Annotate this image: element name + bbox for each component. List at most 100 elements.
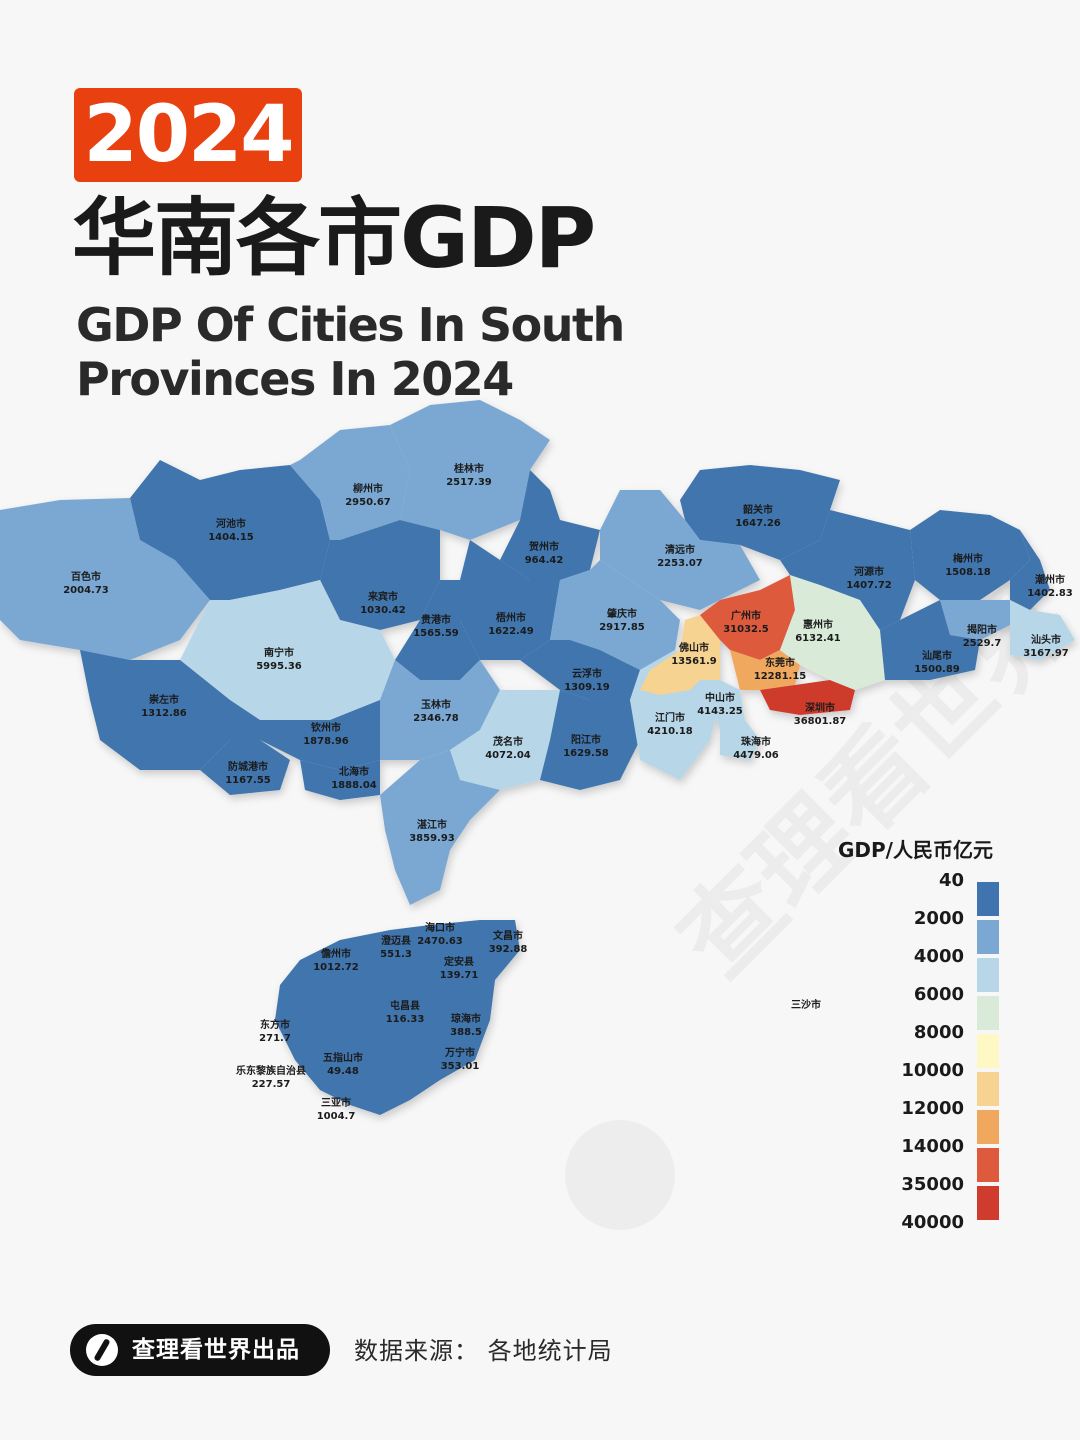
city-name-label: 佛山市 [678, 641, 709, 654]
legend-label: 40000 [901, 1212, 964, 1233]
region-shaoguan [680, 465, 840, 560]
city-name-label: 深圳市 [805, 701, 835, 714]
city-gdp-value: 12281.15 [754, 671, 807, 682]
city-gdp-value: 2917.85 [599, 622, 645, 633]
city-name-label: 定安县 [444, 955, 474, 968]
city-gdp-value: 964.42 [525, 555, 564, 566]
city-gdp-value: 139.71 [440, 970, 479, 981]
city-name-label: 北海市 [339, 765, 369, 778]
region-hezhou [500, 470, 600, 580]
region-shantou [1010, 600, 1075, 660]
region-guangzhou [700, 575, 795, 660]
city-name-label: 江门市 [655, 711, 685, 724]
region-zhaoqing [550, 560, 680, 670]
page-subtitle: GDP Of Cities In South Provinces In 2024 [76, 298, 676, 406]
city-name-label: 河源市 [854, 565, 884, 578]
city-gdp-value: 1030.42 [360, 605, 406, 616]
city-name-label: 湛江市 [417, 818, 447, 831]
legend-swatch [977, 996, 999, 1030]
city-gdp-value: 2346.78 [413, 713, 459, 724]
legend-swatch [977, 920, 999, 954]
legend-label: 6000 [913, 984, 964, 1005]
region-shenzhen [760, 680, 855, 715]
city-gdp-value: 13561.9 [671, 656, 717, 667]
city-gdp-value: 388.5 [450, 1027, 482, 1038]
region-nanning [180, 580, 395, 720]
city-name-label: 钦州市 [311, 721, 341, 734]
legend-swatch [977, 1186, 999, 1220]
city-gdp-value: 2529.7 [963, 638, 1002, 649]
region-zhuhai [720, 720, 760, 760]
region-hainan [275, 920, 520, 1115]
legend-label: 40 [938, 870, 964, 891]
region-shanwei [880, 600, 980, 680]
region-yulin [380, 660, 500, 760]
city-gdp-value: 551.3 [380, 949, 412, 960]
city-name-label: 惠州市 [803, 618, 833, 631]
region-hechi [130, 460, 330, 600]
legend-swatch [977, 1110, 999, 1144]
city-gdp-value: 2950.67 [345, 497, 391, 508]
legend-swatch [977, 882, 999, 916]
city-name-label: 河池市 [216, 517, 246, 530]
city-gdp-value: 1629.58 [563, 748, 609, 759]
region-chaozhou [1010, 530, 1050, 610]
region-guilin [390, 400, 550, 540]
city-gdp-value: 2517.39 [446, 477, 492, 488]
region-beihai [300, 760, 380, 800]
city-gdp-value: 1309.19 [564, 682, 610, 693]
city-gdp-value: 2253.07 [657, 558, 703, 569]
city-gdp-value: 1407.72 [846, 580, 892, 591]
brand-logo-icon [86, 1334, 118, 1366]
city-name-label: 崇左市 [149, 693, 179, 706]
city-gdp-value: 227.57 [252, 1079, 291, 1090]
city-name-label: 阳江市 [571, 733, 601, 746]
city-gdp-value: 271.7 [259, 1033, 291, 1044]
legend-label: 12000 [901, 1098, 964, 1119]
brand-badge: 查理看世界出品 [70, 1324, 330, 1376]
city-gdp-value: 36801.87 [794, 716, 847, 727]
city-gdp-value: 31032.5 [723, 624, 769, 635]
legend-title: GDP/人民币亿元 [838, 838, 993, 862]
region-meizhou [910, 510, 1030, 600]
city-gdp-value: 1402.83 [1027, 588, 1073, 599]
subtitle-line-2: Provinces In 2024 [76, 352, 514, 406]
watermark-logo-icon [565, 1120, 675, 1230]
city-name-label: 万宁市 [444, 1046, 475, 1059]
city-gdp-value: 1878.96 [303, 736, 349, 747]
city-name-label: 清远市 [665, 543, 695, 556]
city-name-label: 韶关市 [743, 503, 773, 516]
city-name-label: 广州市 [731, 609, 761, 622]
city-name-label: 肇庆市 [606, 607, 637, 620]
city-name-label: 揭阳市 [967, 623, 997, 636]
legend-label: 8000 [913, 1022, 964, 1043]
city-name-label: 珠海市 [741, 735, 771, 748]
city-gdp-value: 49.48 [327, 1066, 359, 1077]
region-wuzhou [460, 540, 560, 660]
city-name-label: 三亚市 [321, 1096, 351, 1109]
city-gdp-value: 4210.18 [647, 726, 693, 737]
city-gdp-value: 1012.72 [313, 962, 359, 973]
city-name-label: 屯昌县 [390, 999, 420, 1012]
city-name-label: 南宁市 [264, 646, 294, 659]
city-name-label: 乐东黎族自治县 [236, 1064, 306, 1077]
city-gdp-value: 1508.18 [945, 567, 991, 578]
city-name-label: 茂名市 [493, 735, 523, 748]
city-gdp-value: 116.33 [386, 1014, 425, 1025]
city-gdp-value: 4479.06 [733, 750, 779, 761]
legend-swatch [977, 1148, 999, 1182]
city-gdp-value: 4143.25 [697, 706, 743, 717]
city-gdp-value: 5995.36 [256, 661, 302, 672]
city-gdp-value: 4072.04 [485, 750, 531, 761]
city-name-label: 儋州市 [321, 947, 351, 960]
city-name-label: 贺州市 [528, 540, 559, 553]
region-foshan [640, 615, 720, 695]
city-gdp-value: 3859.93 [409, 833, 455, 844]
city-name-label: 东方市 [260, 1018, 290, 1031]
city-name-label: 汕尾市 [922, 649, 952, 662]
region-huizhou [780, 575, 885, 690]
city-name-label: 玉林市 [421, 698, 451, 711]
region-fangchenggang [200, 740, 290, 795]
legend-swatch [977, 1034, 999, 1068]
